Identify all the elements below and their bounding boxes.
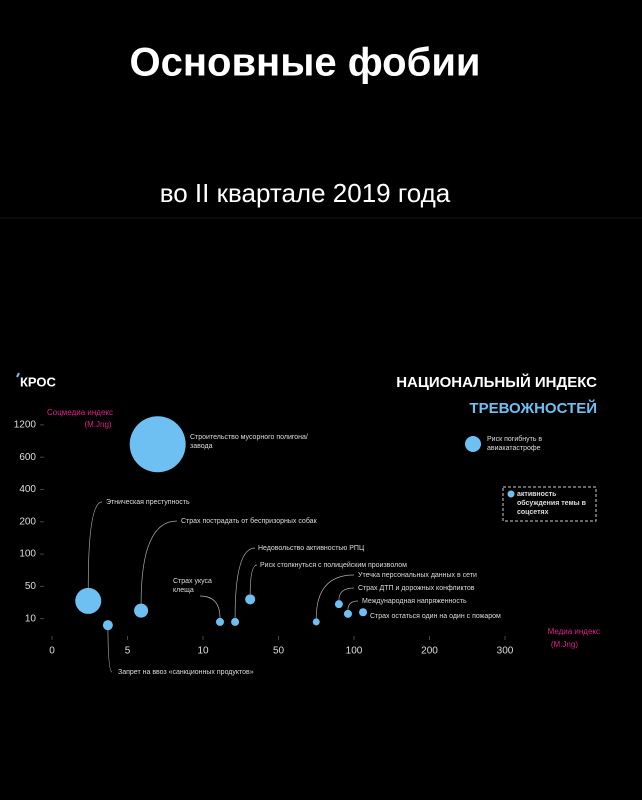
brand-mark bbox=[16, 372, 20, 378]
index-title: НАЦИОНАЛЬНЫЙ ИНДЕКС bbox=[396, 373, 597, 391]
y-tick-label: 1200 bbox=[14, 420, 37, 431]
y-axis-label: Соцмедиа индекс bbox=[47, 408, 113, 417]
bubble bbox=[231, 617, 240, 626]
title: Основные фобии bbox=[129, 41, 480, 85]
bubble bbox=[334, 600, 343, 609]
leader-line bbox=[315, 574, 355, 619]
y-tick-label: 10 bbox=[25, 613, 37, 624]
bubble bbox=[359, 608, 368, 617]
bubble-label: Страх ДТП и дорожных конфликтов bbox=[358, 585, 475, 592]
x-tick-label: 5 bbox=[125, 646, 131, 657]
leader-line bbox=[347, 600, 359, 610]
bubble bbox=[75, 587, 102, 614]
x-tick-label: 50 bbox=[273, 646, 285, 657]
leader-line bbox=[140, 520, 178, 604]
bubble-label: Этническая преступность bbox=[106, 499, 190, 506]
bubble bbox=[102, 620, 113, 631]
bubble bbox=[134, 603, 149, 618]
y-tick-label: 50 bbox=[25, 581, 37, 592]
bubble bbox=[343, 609, 352, 618]
y-axis-label: (M.Jng) bbox=[84, 420, 111, 429]
leader-line bbox=[234, 547, 256, 618]
x-axis-label: Медиа индекс bbox=[548, 627, 600, 636]
bubble-label: Риск столкнуться с полицейским произволо… bbox=[260, 562, 407, 569]
x-tick-label: 300 bbox=[497, 646, 514, 657]
panel bbox=[0, 218, 642, 800]
bubble-label: Утечка персональных данных в сети bbox=[358, 572, 477, 579]
legend-box bbox=[502, 486, 597, 522]
leader-line bbox=[199, 595, 221, 618]
bubble-label: Страх остаться один на один с пожаром bbox=[370, 613, 501, 620]
x-tick-label: 100 bbox=[346, 646, 363, 657]
bubble-label: Страх укуса клеща bbox=[173, 578, 212, 594]
x-axis-label: (M.Jng) bbox=[551, 640, 578, 649]
legend-bubble bbox=[465, 436, 481, 452]
brand: КРОС bbox=[20, 374, 57, 389]
legend-size-label: активность обсуждения темы в соцсетях bbox=[517, 491, 586, 516]
y-tick-label: 400 bbox=[19, 484, 36, 495]
bubble bbox=[129, 416, 186, 473]
x-tick-label: 0 bbox=[49, 646, 55, 657]
bubble-label: Запрет на ввоз «санкционных продуктов» bbox=[118, 669, 254, 676]
y-tick-label: 200 bbox=[19, 516, 36, 527]
y-tick-label: 100 bbox=[19, 549, 36, 560]
legend-dot bbox=[507, 490, 515, 498]
bubble-label: Страх пострадать от беспризорных собак bbox=[181, 518, 317, 525]
legend-bubble-label: Риск погибнуть в авиакатастрофе bbox=[487, 436, 543, 452]
bubble bbox=[312, 618, 320, 626]
index-title: ТРЕВОЖНОСТЕЙ bbox=[469, 399, 597, 417]
leader-line bbox=[249, 564, 258, 595]
leader-line bbox=[87, 501, 103, 588]
leader-line bbox=[338, 587, 355, 601]
bubble bbox=[245, 594, 256, 605]
y-tick-label: 600 bbox=[19, 452, 36, 463]
bubble-label: Недовольство активностью РПЦ bbox=[258, 545, 365, 552]
x-tick-label: 10 bbox=[197, 646, 209, 657]
bubble-label: Международная напряженность bbox=[362, 598, 467, 605]
x-tick-label: 200 bbox=[421, 646, 438, 657]
bubble-label: Строительство мусорного полигона/завода bbox=[190, 434, 308, 450]
subtitle: во II квартале 2019 года bbox=[160, 178, 451, 208]
bubble bbox=[215, 617, 224, 626]
